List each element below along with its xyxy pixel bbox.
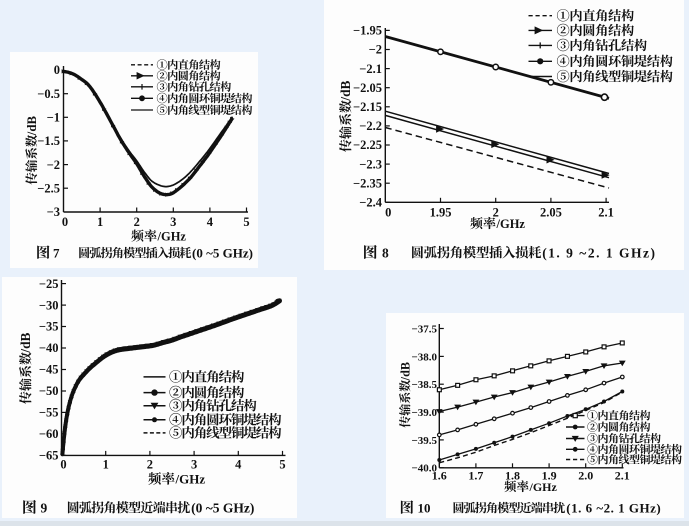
svg-text:8: 8: [382, 246, 389, 261]
svg-text:−1.5: −1.5: [37, 134, 60, 148]
svg-text:2.1: 2.1: [615, 469, 630, 483]
svg-text:−50: −50: [39, 384, 59, 398]
svg-text:−39.5: −39.5: [411, 435, 437, 447]
svg-text:−40: −40: [39, 341, 59, 355]
svg-text:−60: −60: [39, 427, 59, 441]
svg-text:−65: −65: [39, 449, 59, 463]
svg-text:2.1: 2.1: [598, 206, 614, 220]
svg-text:(0 ~5 GHz): (0 ~5 GHz): [191, 501, 254, 516]
svg-text:−2.1: −2.1: [359, 62, 382, 76]
svg-text:0: 0: [60, 458, 66, 472]
svg-text:3: 3: [191, 458, 197, 472]
svg-text:−2.35: −2.35: [353, 176, 382, 190]
svg-text:2: 2: [493, 206, 499, 220]
svg-text:/GHz: /GHz: [175, 472, 206, 487]
svg-text:/dB: /dB: [338, 81, 353, 102]
svg-text:−40.0: −40.0: [411, 463, 437, 475]
svg-text:−2.15: −2.15: [353, 100, 382, 114]
svg-text:−39.0: −39.0: [411, 407, 437, 419]
svg-text:1.7: 1.7: [468, 469, 483, 483]
svg-text:−25: −25: [39, 277, 59, 291]
svg-text:−30: −30: [39, 298, 59, 312]
svg-text:0: 0: [54, 63, 60, 77]
svg-text:−55: −55: [39, 406, 59, 420]
svg-text:0: 0: [62, 215, 68, 229]
svg-text:1.95: 1.95: [430, 206, 452, 220]
svg-text:−0.5: −0.5: [37, 87, 60, 101]
svg-text:3: 3: [170, 215, 176, 229]
svg-text:2: 2: [147, 458, 153, 472]
svg-text:/dB: /dB: [398, 362, 412, 381]
svg-text:/dB: /dB: [18, 333, 33, 354]
svg-text:−2: −2: [47, 158, 60, 172]
svg-text:−2.25: −2.25: [353, 138, 382, 152]
svg-text:−2.2: −2.2: [359, 119, 382, 133]
svg-text:1: 1: [97, 215, 103, 229]
svg-text:2.0: 2.0: [578, 469, 593, 483]
svg-text:−2.4: −2.4: [359, 196, 382, 210]
svg-text:/dB: /dB: [25, 116, 39, 137]
svg-text:1.8: 1.8: [505, 469, 520, 483]
svg-text:4: 4: [235, 458, 242, 472]
svg-text:2.05: 2.05: [540, 206, 562, 220]
svg-text:0: 0: [385, 206, 391, 220]
svg-text:−35: −35: [39, 320, 59, 334]
svg-text:−37.5: −37.5: [411, 323, 437, 335]
svg-text:(0 ~5 GHz): (0 ~5 GHz): [192, 246, 253, 261]
svg-text:4: 4: [207, 215, 214, 229]
svg-text:−2.05: −2.05: [353, 81, 382, 95]
svg-text:/GHz: /GHz: [529, 480, 558, 494]
svg-text:2: 2: [134, 215, 140, 229]
svg-text:(1. 6 ~2. 1 GHz): (1. 6 ~2. 1 GHz): [566, 501, 661, 516]
svg-text:5: 5: [279, 458, 285, 472]
svg-text:−3: −3: [47, 205, 60, 219]
svg-text:−2.5: −2.5: [37, 181, 60, 195]
svg-text:5: 5: [243, 215, 249, 229]
svg-text:(1. 9 ~2. 1 GHz): (1. 9 ~2. 1 GHz): [542, 246, 656, 261]
svg-text:−2.3: −2.3: [359, 157, 382, 171]
svg-text:−1: −1: [47, 111, 60, 125]
svg-text:−2: −2: [369, 43, 382, 57]
svg-text:1: 1: [103, 458, 109, 472]
svg-text:−1.95: −1.95: [353, 24, 382, 38]
svg-text:10: 10: [418, 501, 431, 516]
svg-text:9: 9: [41, 501, 48, 516]
svg-text:/GHz: /GHz: [157, 230, 187, 244]
svg-text:−45: −45: [39, 363, 59, 377]
svg-text:/GHz: /GHz: [496, 217, 526, 231]
svg-text:1.6: 1.6: [432, 469, 447, 483]
svg-text:−38.0: −38.0: [411, 351, 437, 363]
svg-text:−38.5: −38.5: [411, 379, 437, 391]
svg-text:1.9: 1.9: [542, 469, 557, 483]
svg-text:7: 7: [53, 246, 60, 261]
